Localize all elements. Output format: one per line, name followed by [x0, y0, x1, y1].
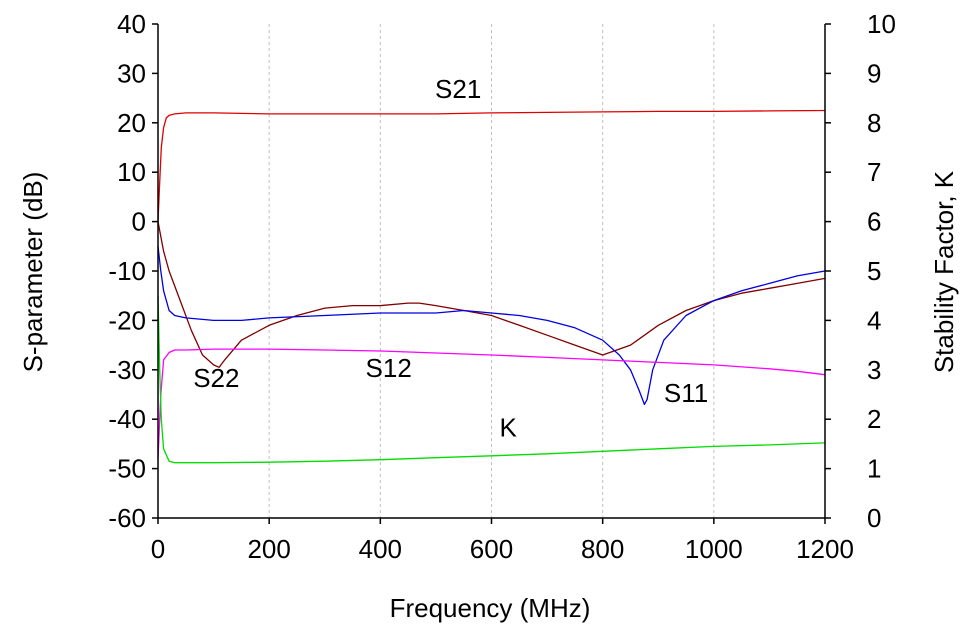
x-tick-label: 200: [247, 534, 290, 564]
x-tick-label: 600: [470, 534, 513, 564]
x-tick-label: 0: [151, 534, 165, 564]
series-lines: [157, 109, 826, 464]
y-left-tick-label: -60: [108, 503, 146, 533]
series-line-s21: [157, 109, 826, 222]
vertical-gridlines: [268, 24, 715, 518]
y-left-tick-label: 30: [117, 58, 146, 88]
y-left-tick-label: -30: [108, 355, 146, 385]
y-left-tick-label: 0: [132, 207, 146, 237]
y-right-tick-label: 5: [867, 256, 881, 286]
y-right-tick-label: 0: [867, 503, 881, 533]
x-tick-label: 1200: [796, 534, 854, 564]
annotation-s11: S11: [664, 378, 708, 408]
y-left-tick-label: -10: [108, 256, 146, 286]
y-right-tick-label: 4: [867, 305, 881, 335]
series-line-s12: [157, 348, 826, 459]
annotation-s12: S12: [366, 353, 412, 383]
y-right-tick-label: 2: [867, 404, 881, 434]
annotation-k: K: [500, 412, 518, 442]
y-right-tick-label: 8: [867, 108, 881, 138]
y-right-tick-label: 1: [867, 454, 881, 484]
series-annotations: S21 S22 S12 S11 K: [193, 74, 708, 442]
y-left-tick-label: -50: [108, 454, 146, 484]
y-left-tick-label: 10: [117, 157, 146, 187]
series-line-k: [157, 295, 826, 464]
y-right-tick-label: 7: [867, 157, 881, 187]
y-left-tick-label: -20: [108, 305, 146, 335]
series-line-s22: [157, 221, 826, 368]
y-axis-right-title: Stability Factor, K: [929, 170, 959, 373]
y-right-tick-label: 10: [867, 9, 896, 39]
series-line-s11: [157, 246, 826, 406]
y-right-tick-label: 6: [867, 207, 881, 237]
x-tick-label: 800: [581, 534, 624, 564]
x-tick-label: 400: [359, 534, 402, 564]
y-axis-left-title: S-parameter (dB): [18, 172, 48, 373]
x-tick-label: 1000: [685, 534, 743, 564]
y-left-tick-label: 40: [117, 9, 146, 39]
y-left-tick-label: 20: [117, 108, 146, 138]
annotation-s21: S21: [435, 74, 481, 104]
y-right-tick-label: 9: [867, 58, 881, 88]
x-axis-title: Frequency (MHz): [390, 593, 591, 623]
y-left-tick-label: -40: [108, 404, 146, 434]
tick-labels: 0 200 400 600 800 1000 1200-60-50-40-30-20-100…: [108, 9, 896, 564]
y-right-tick-label: 3: [867, 355, 881, 385]
annotation-s22: S22: [193, 363, 239, 393]
